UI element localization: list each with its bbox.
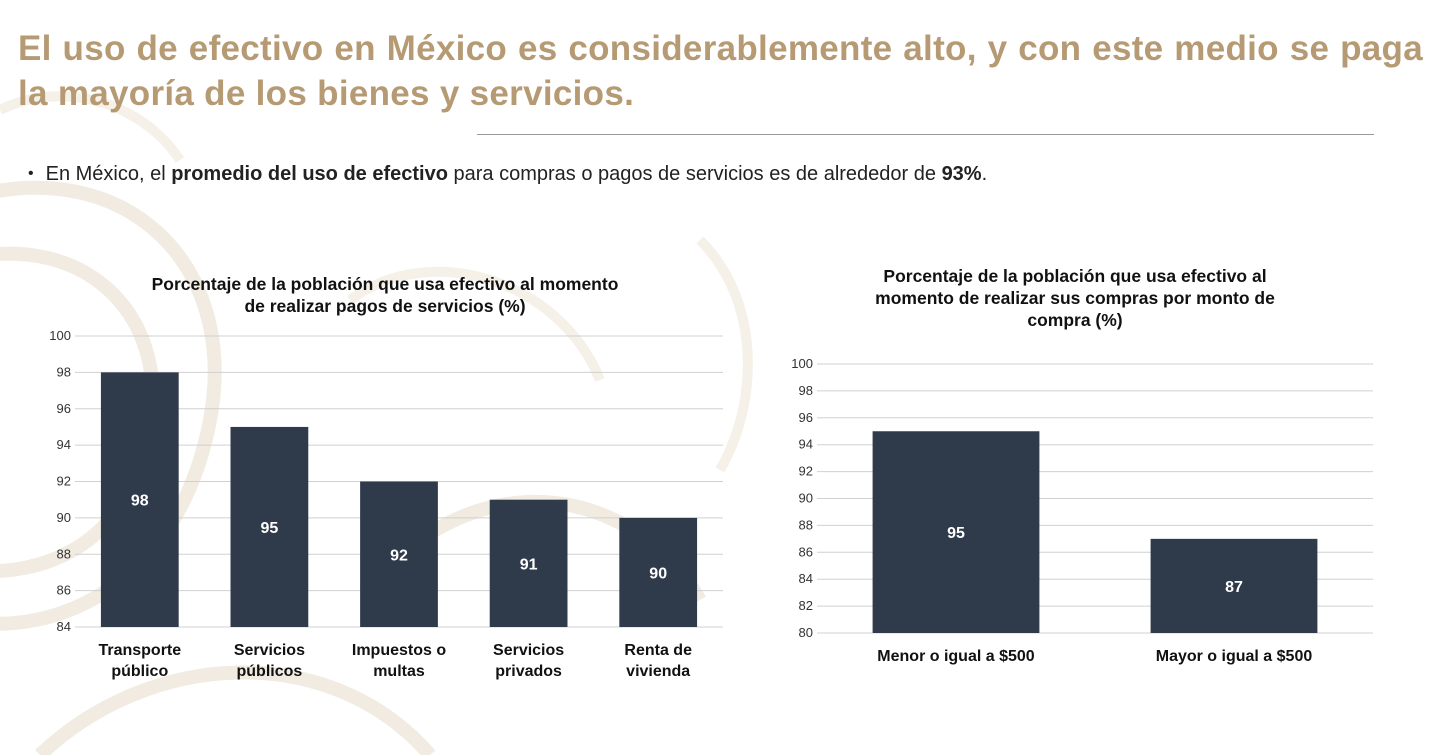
purchase-bar <box>872 431 1040 633</box>
y-tick-label: 96 <box>799 410 813 425</box>
service-bar <box>100 372 179 627</box>
x-category-label: privados <box>495 663 562 680</box>
y-tick-label: 86 <box>799 544 813 559</box>
y-tick-label: 88 <box>799 517 813 532</box>
bar-value-label: 95 <box>947 525 965 542</box>
chart-title-line: de realizar pagos de servicios (%) <box>244 296 526 316</box>
y-tick-label: 82 <box>799 598 813 613</box>
bullet-text-part: En México, el <box>45 163 172 185</box>
x-category-label: vivienda <box>626 663 690 680</box>
y-tick-label: 94 <box>799 437 813 452</box>
chart-services-title: Porcentaje de la población que usa efect… <box>95 273 675 317</box>
bullet-bold-text: promedio del uso de efectivo <box>171 163 448 185</box>
chart-purchases-title: Porcentaje de la población que usa efect… <box>820 265 1330 331</box>
chart-title-line: compra (%) <box>1027 310 1123 330</box>
bar-value-label: 95 <box>261 520 279 537</box>
y-tick-label: 92 <box>799 464 813 479</box>
service-bar <box>360 481 438 627</box>
x-category-label: Renta de <box>624 642 692 659</box>
x-category-label: Impuestos o <box>352 642 446 659</box>
service-bar <box>619 517 698 627</box>
y-tick-label: 90 <box>799 491 813 506</box>
bullet-text-part: . <box>981 163 988 185</box>
service-bar <box>230 426 309 627</box>
bullet-icon: • <box>28 165 34 182</box>
y-tick-label: 84 <box>799 571 813 586</box>
chart-title-line: momento de realizar sus compras por mont… <box>875 288 1275 308</box>
y-tick-label: 88 <box>57 546 71 561</box>
x-category-label: públicos <box>237 663 303 680</box>
y-tick-label: 98 <box>799 383 813 398</box>
y-tick-label: 80 <box>799 625 813 640</box>
bar-value-label: 90 <box>649 565 667 582</box>
x-category-label: multas <box>373 663 425 680</box>
y-tick-label: 100 <box>791 356 813 371</box>
purchase-bar <box>1150 538 1318 633</box>
x-category-label: Mayor o igual a $500 <box>1156 648 1313 665</box>
chart-title-line: Porcentaje de la población que usa efect… <box>883 266 1267 286</box>
y-tick-label: 86 <box>57 583 71 598</box>
x-category-label: público <box>111 663 168 680</box>
y-tick-label: 90 <box>57 510 71 525</box>
chart-title-line: Porcentaje de la población que usa efect… <box>151 274 619 294</box>
bar-value-label: 98 <box>131 493 149 510</box>
y-tick-label: 94 <box>57 437 71 452</box>
slide-title: El uso de efectivo en México es consider… <box>18 29 1423 113</box>
x-category-label: Transporte <box>98 642 181 659</box>
y-tick-label: 92 <box>57 474 71 489</box>
x-category-label: Servicios <box>493 642 564 659</box>
y-tick-label: 84 <box>57 619 71 634</box>
x-category-label: Servicios <box>234 642 305 659</box>
bar-value-label: 92 <box>390 547 408 564</box>
y-tick-label: 96 <box>57 401 71 416</box>
bullet-bold-value: 93% <box>941 163 982 185</box>
bar-value-label: 87 <box>1225 579 1243 596</box>
y-tick-label: 100 <box>49 328 71 343</box>
title-divider <box>477 134 1374 135</box>
bullet-text-part: para compras o pagos de servicios es de … <box>447 163 942 185</box>
bar-value-label: 91 <box>520 556 538 573</box>
bullet-point: • En México, el promedio del uso de efect… <box>28 163 987 186</box>
service-bar <box>489 499 568 627</box>
y-tick-label: 98 <box>57 364 71 379</box>
x-category-label: Menor o igual a $500 <box>877 648 1034 665</box>
